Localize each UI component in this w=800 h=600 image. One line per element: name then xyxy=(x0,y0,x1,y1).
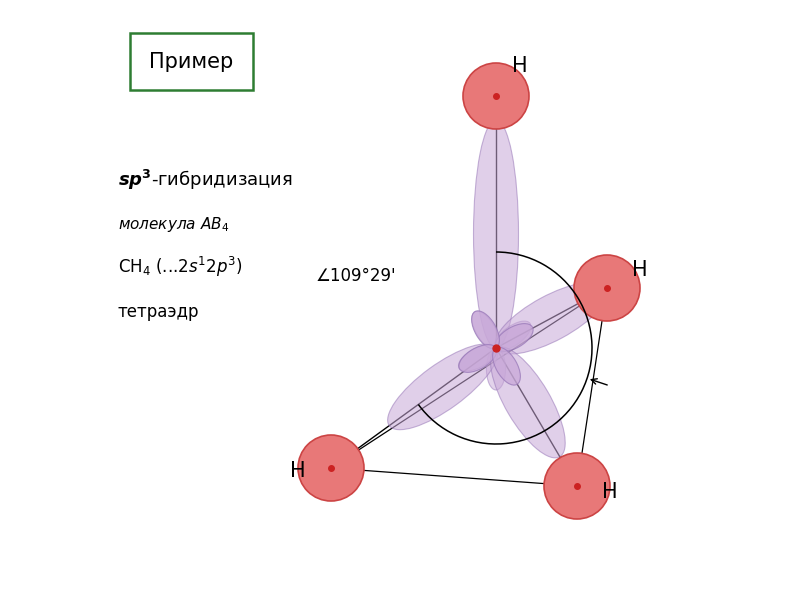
Ellipse shape xyxy=(486,348,506,390)
Text: молекула $\mathit{AB}_4$: молекула $\mathit{AB}_4$ xyxy=(118,215,229,235)
Text: $\bfit{sp}^{\mathbf{3}}$-гибридизация: $\bfit{sp}^{\mathbf{3}}$-гибридизация xyxy=(118,168,293,192)
FancyBboxPatch shape xyxy=(130,33,253,90)
Circle shape xyxy=(298,435,364,501)
Text: H: H xyxy=(512,56,528,76)
Ellipse shape xyxy=(495,282,608,354)
Text: ∠109°29': ∠109°29' xyxy=(316,267,397,285)
Ellipse shape xyxy=(472,311,499,349)
Ellipse shape xyxy=(495,321,531,350)
Ellipse shape xyxy=(459,344,497,373)
Text: H: H xyxy=(290,461,306,481)
Circle shape xyxy=(574,255,640,321)
Text: H: H xyxy=(602,482,618,502)
Text: H: H xyxy=(632,260,648,280)
Ellipse shape xyxy=(474,120,518,348)
Ellipse shape xyxy=(388,344,498,430)
Text: Пример: Пример xyxy=(150,52,234,71)
Ellipse shape xyxy=(490,347,566,458)
Text: тетраэдр: тетраэдр xyxy=(118,303,199,321)
Ellipse shape xyxy=(472,311,499,349)
Circle shape xyxy=(463,63,529,129)
Ellipse shape xyxy=(495,323,533,352)
Ellipse shape xyxy=(493,347,520,385)
Ellipse shape xyxy=(458,345,497,371)
Text: $\mathrm{CH}_4$ (...$2s^12p^3$): $\mathrm{CH}_4$ (...$2s^12p^3$) xyxy=(118,255,242,279)
Circle shape xyxy=(544,453,610,519)
